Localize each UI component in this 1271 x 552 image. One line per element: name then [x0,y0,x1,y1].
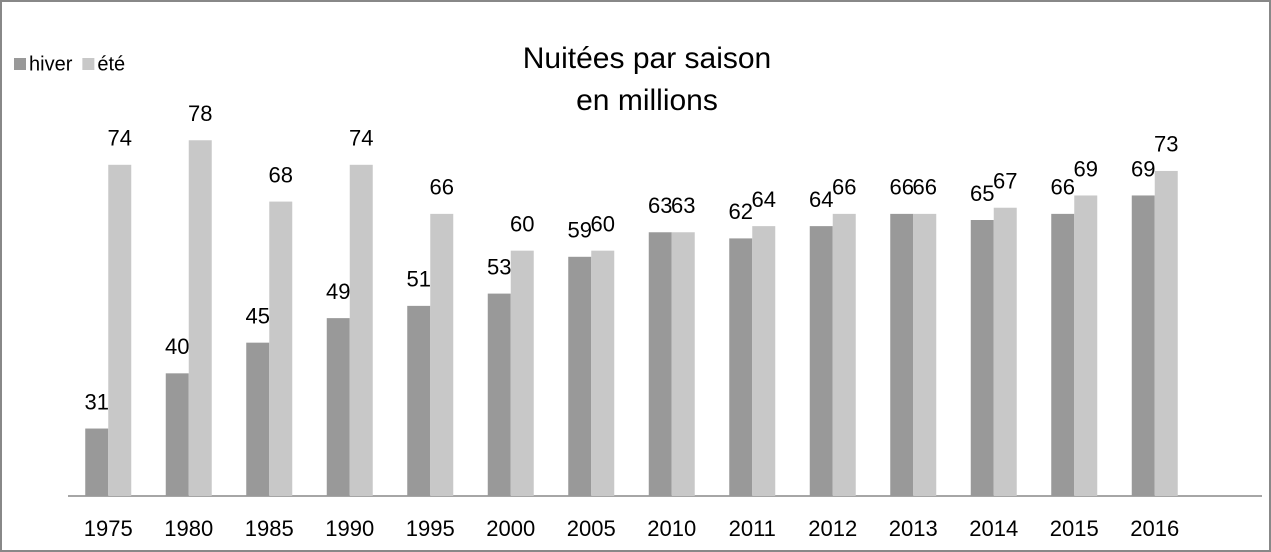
bar [890,213,914,496]
legend-label: hiver [29,53,73,75]
legend-label: été [97,53,125,75]
bar [1074,195,1098,496]
x-tick-label: 1975 [84,516,133,541]
data-label: 68 [269,162,293,187]
data-label: 78 [188,101,212,126]
x-tick-label: 2005 [567,516,616,541]
bar [326,318,350,496]
data-label: 51 [407,267,431,292]
data-label: 64 [752,187,776,212]
data-label: 69 [1131,156,1155,181]
bar [188,140,212,496]
bar [729,238,753,496]
bar [993,207,1017,496]
data-label: 69 [1074,156,1098,181]
bar [246,342,270,496]
legend-swatch [14,58,26,70]
bar [913,213,937,496]
data-label: 59 [568,218,592,243]
legend-swatch [82,58,95,70]
chart-subtitle: en millions [576,84,718,117]
x-tick-label: 1980 [164,516,213,541]
x-tick-label: 2015 [1050,516,1099,541]
data-label: 60 [591,211,615,236]
data-label: 66 [1051,175,1075,200]
bar [165,373,189,496]
x-tick-label: 2013 [889,516,938,541]
data-label: 67 [993,169,1017,194]
x-tick-label: 2010 [647,516,696,541]
bar [568,256,592,496]
bar [430,213,454,496]
bar [269,201,293,496]
bar [832,213,856,496]
bar [809,226,833,496]
bar [1131,195,1155,496]
bar [671,232,695,496]
data-label: 45 [246,303,270,328]
bar [108,164,132,497]
data-label: 63 [648,193,672,218]
bar [591,250,615,496]
x-tick-label: 2016 [1130,516,1179,541]
data-label: 62 [729,199,753,224]
bar [349,164,373,497]
x-tick-label: 2000 [486,516,535,541]
bar [970,220,994,496]
bar [752,226,776,496]
data-label: 60 [510,211,534,236]
data-label: 73 [1154,132,1178,157]
data-label: 40 [165,334,189,359]
bar [648,232,672,496]
bar [1051,213,1075,496]
bar [1154,170,1178,496]
x-tick-label: 2014 [969,516,1018,541]
data-label: 66 [430,175,454,200]
data-label: 53 [487,254,511,279]
data-label: 74 [349,126,373,151]
bar [407,305,431,496]
x-tick-label: 1990 [325,516,374,541]
data-label: 66 [913,175,937,200]
x-tick-label: 1995 [406,516,455,541]
bar [487,293,511,496]
data-label: 65 [970,181,994,206]
data-label: 63 [671,193,695,218]
data-label: 31 [85,389,109,414]
bar [85,428,109,496]
data-label: 74 [108,126,132,151]
x-tick-label: 1985 [245,516,294,541]
chart-title: Nuitées par saison [523,42,771,75]
data-label: 66 [890,175,914,200]
data-label: 49 [326,279,350,304]
bar [510,250,534,496]
x-tick-label: 2012 [808,516,857,541]
data-label: 64 [809,187,833,212]
data-label: 66 [832,175,856,200]
x-tick-label: 2011 [729,516,776,541]
